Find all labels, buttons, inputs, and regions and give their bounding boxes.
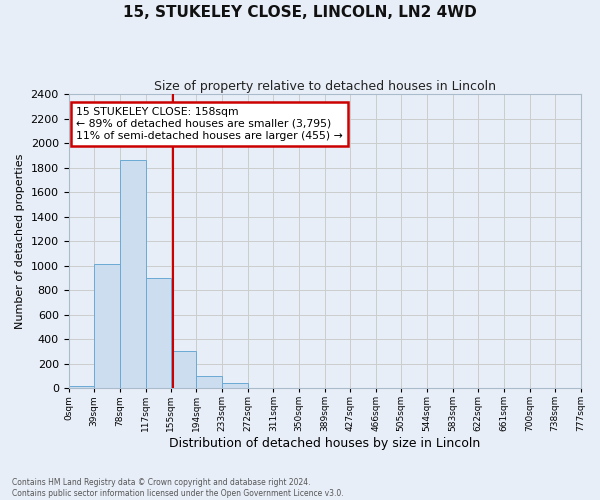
Text: 15, STUKELEY CLOSE, LINCOLN, LN2 4WD: 15, STUKELEY CLOSE, LINCOLN, LN2 4WD xyxy=(123,5,477,20)
X-axis label: Distribution of detached houses by size in Lincoln: Distribution of detached houses by size … xyxy=(169,437,480,450)
Text: 15 STUKELEY CLOSE: 158sqm
← 89% of detached houses are smaller (3,795)
11% of se: 15 STUKELEY CLOSE: 158sqm ← 89% of detac… xyxy=(76,108,343,140)
Bar xyxy=(170,352,196,388)
Text: Contains HM Land Registry data © Crown copyright and database right 2024.
Contai: Contains HM Land Registry data © Crown c… xyxy=(12,478,344,498)
Bar xyxy=(222,382,248,388)
Bar xyxy=(68,386,94,388)
Bar xyxy=(196,376,222,388)
Bar xyxy=(94,264,120,388)
Bar xyxy=(146,278,170,388)
Y-axis label: Number of detached properties: Number of detached properties xyxy=(15,154,25,329)
Bar xyxy=(120,160,146,388)
Title: Size of property relative to detached houses in Lincoln: Size of property relative to detached ho… xyxy=(154,80,496,93)
